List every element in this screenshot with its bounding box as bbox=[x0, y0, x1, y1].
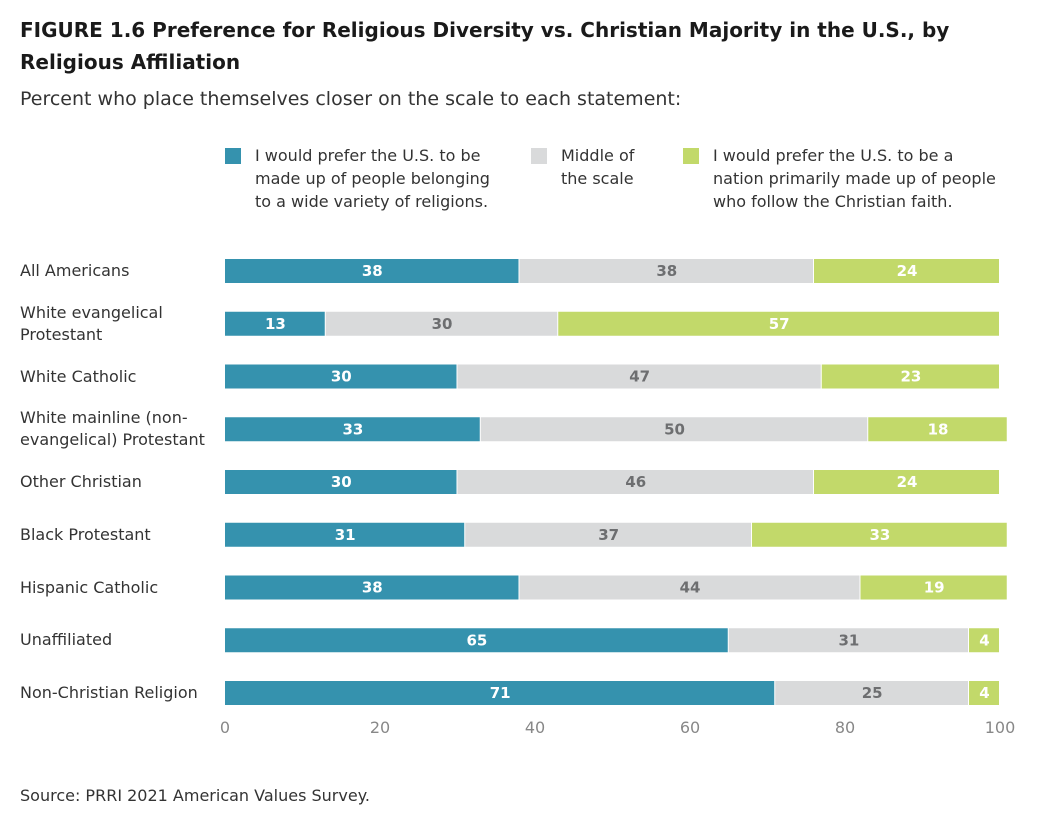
data-label-variety: 71 bbox=[490, 684, 511, 702]
legend-item-christian: I would prefer the U.S. to be a nation p… bbox=[683, 144, 996, 213]
data-label-middle: 31 bbox=[838, 631, 859, 649]
chart-subtitle: Percent who place themselves closer on t… bbox=[20, 88, 682, 110]
data-label-christian: 4 bbox=[979, 684, 989, 702]
category-label: White mainline (non- evangelical) Protes… bbox=[20, 408, 205, 450]
legend-item-variety: I would prefer the U.S. to be made up of… bbox=[225, 144, 490, 213]
category-label: White evangelical Protestant bbox=[20, 302, 163, 344]
legend-item-middle: Middle of the scale bbox=[531, 144, 634, 190]
bar-segment-variety bbox=[225, 311, 325, 336]
legend-swatch-middle bbox=[531, 148, 547, 164]
data-label-middle: 30 bbox=[432, 315, 453, 333]
data-label-middle: 46 bbox=[625, 473, 646, 491]
category-label: White Catholic bbox=[20, 366, 137, 386]
category-label: Black Protestant bbox=[20, 524, 151, 544]
bar-segment-middle bbox=[775, 681, 968, 705]
bar-segment-middle bbox=[480, 417, 868, 442]
data-label-variety: 30 bbox=[331, 368, 352, 386]
x-tick-label: 20 bbox=[370, 718, 390, 737]
data-label-christian: 33 bbox=[869, 526, 890, 544]
bar-segment-middle bbox=[519, 259, 813, 283]
bar-segment-christian bbox=[814, 470, 999, 494]
data-label-christian: 23 bbox=[900, 368, 921, 386]
bar-segment-variety bbox=[225, 681, 775, 705]
bar-segment-variety bbox=[225, 628, 728, 653]
category-label: Unaffiliated bbox=[20, 630, 113, 650]
data-label-middle: 25 bbox=[862, 684, 883, 702]
bar-segment-christian bbox=[969, 681, 999, 705]
bar-segment-christian bbox=[969, 628, 999, 653]
bar-segment-variety bbox=[225, 417, 480, 442]
x-tick-label: 60 bbox=[680, 718, 700, 737]
bar-segment-variety bbox=[225, 575, 519, 600]
data-label-variety: 31 bbox=[335, 526, 356, 544]
bar-segment-christian bbox=[821, 364, 999, 389]
bar-segment-christian bbox=[814, 259, 999, 283]
source-note: Source: PRRI 2021 American Values Survey… bbox=[20, 786, 370, 805]
bar-segment-variety bbox=[225, 470, 457, 494]
category-label: All Americans bbox=[20, 261, 130, 280]
x-tick-label: 100 bbox=[985, 718, 1016, 737]
data-label-christian: 19 bbox=[924, 579, 945, 597]
bar-segment-christian bbox=[752, 522, 1007, 547]
chart-title: FIGURE 1.6 Preference for Religious Dive… bbox=[20, 18, 950, 74]
legend-label-christian: I would prefer the U.S. to be a nation p… bbox=[713, 146, 996, 211]
legend-swatch-variety bbox=[225, 148, 241, 164]
bar-segment-christian bbox=[558, 311, 999, 336]
category-label: Other Christian bbox=[20, 472, 142, 491]
data-label-middle: 37 bbox=[598, 526, 619, 544]
data-label-variety: 38 bbox=[362, 579, 383, 597]
x-tick-label: 80 bbox=[835, 718, 855, 737]
legend-label-variety: I would prefer the U.S. to be made up of… bbox=[255, 146, 490, 211]
bar-segment-variety bbox=[225, 522, 465, 547]
data-label-middle: 47 bbox=[629, 368, 650, 386]
x-tick-label: 40 bbox=[525, 718, 545, 737]
bar-segment-variety bbox=[225, 259, 519, 283]
data-label-christian: 18 bbox=[928, 420, 949, 438]
category-label: Hispanic Catholic bbox=[20, 577, 159, 597]
bar-segment-middle bbox=[325, 311, 558, 336]
bar-segment-middle bbox=[728, 628, 968, 653]
legend-label-middle: Middle of the scale bbox=[561, 146, 635, 188]
bar-segment-christian bbox=[868, 417, 1007, 442]
bar-segment-middle bbox=[519, 575, 860, 600]
data-label-variety: 30 bbox=[331, 473, 352, 491]
data-label-middle: 38 bbox=[656, 262, 677, 280]
data-label-middle: 50 bbox=[664, 420, 685, 438]
legend-swatch-christian bbox=[683, 148, 699, 164]
bar-segment-middle bbox=[465, 522, 751, 547]
data-label-middle: 44 bbox=[680, 579, 701, 597]
data-label-christian: 4 bbox=[979, 631, 989, 649]
x-tick-label: 0 bbox=[220, 718, 230, 737]
bar-segment-middle bbox=[457, 364, 821, 389]
data-label-variety: 65 bbox=[466, 631, 487, 649]
bar-segment-variety bbox=[225, 364, 457, 389]
data-label-christian: 24 bbox=[897, 262, 918, 280]
data-label-variety: 13 bbox=[265, 315, 286, 333]
category-label: Non-Christian Religion bbox=[20, 683, 198, 702]
data-label-christian: 24 bbox=[897, 473, 918, 491]
bar-segment-middle bbox=[457, 470, 813, 494]
data-label-variety: 38 bbox=[362, 262, 383, 280]
bar-segment-christian bbox=[860, 575, 1007, 600]
data-label-christian: 57 bbox=[769, 315, 790, 333]
data-label-variety: 33 bbox=[342, 420, 363, 438]
